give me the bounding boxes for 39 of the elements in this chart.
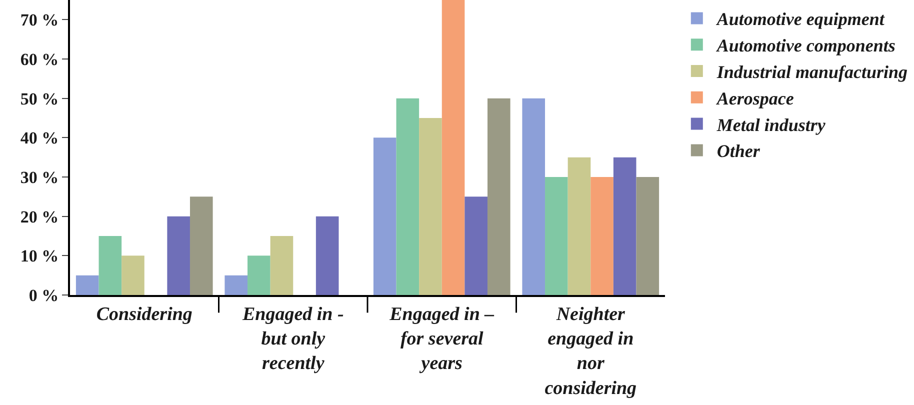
bar — [167, 216, 190, 295]
bar — [568, 157, 591, 295]
bar — [545, 177, 568, 295]
bar — [98, 236, 122, 295]
bar — [613, 157, 636, 295]
y-tick-label: 40 % — [20, 128, 59, 148]
y-tick-label: 60 % — [20, 50, 59, 69]
bar — [224, 275, 248, 295]
y-tick-label: 30 % — [20, 168, 59, 187]
y-tick-label: 0 % — [28, 286, 59, 305]
legend-label: Automotive components — [716, 36, 896, 56]
legend-label: Aerospace — [716, 88, 794, 108]
bar — [636, 177, 660, 295]
bar — [487, 98, 510, 295]
bar — [76, 275, 99, 295]
y-tick-label: 50 % — [20, 89, 59, 108]
bar — [373, 138, 396, 295]
x-tick-label: Considering — [96, 304, 192, 325]
bar — [464, 196, 488, 295]
y-tick-label: 20 % — [20, 207, 59, 226]
legend-label: Industrial manufacturing — [716, 62, 908, 82]
bar — [190, 196, 213, 295]
bar — [522, 98, 546, 295]
bar — [396, 98, 420, 295]
bar — [248, 256, 270, 295]
y-tick-label: 70 % — [20, 10, 59, 30]
bar — [442, 0, 465, 295]
bar — [316, 216, 339, 295]
bar — [419, 118, 442, 295]
bar — [590, 177, 614, 295]
legend-label: Automotive equipment — [716, 9, 886, 30]
x-tick-label: Engaged in – for several years — [388, 304, 495, 374]
legend-label: Other — [716, 141, 761, 162]
bar — [270, 236, 294, 295]
y-tick-label: 10 % — [20, 246, 59, 266]
bar — [122, 256, 144, 295]
legend-label: Metal industry — [716, 114, 826, 135]
x-tick-label: Neighter engaged in nor considering — [544, 304, 637, 399]
x-tick-label: Engaged in - but only recently — [241, 304, 344, 374]
